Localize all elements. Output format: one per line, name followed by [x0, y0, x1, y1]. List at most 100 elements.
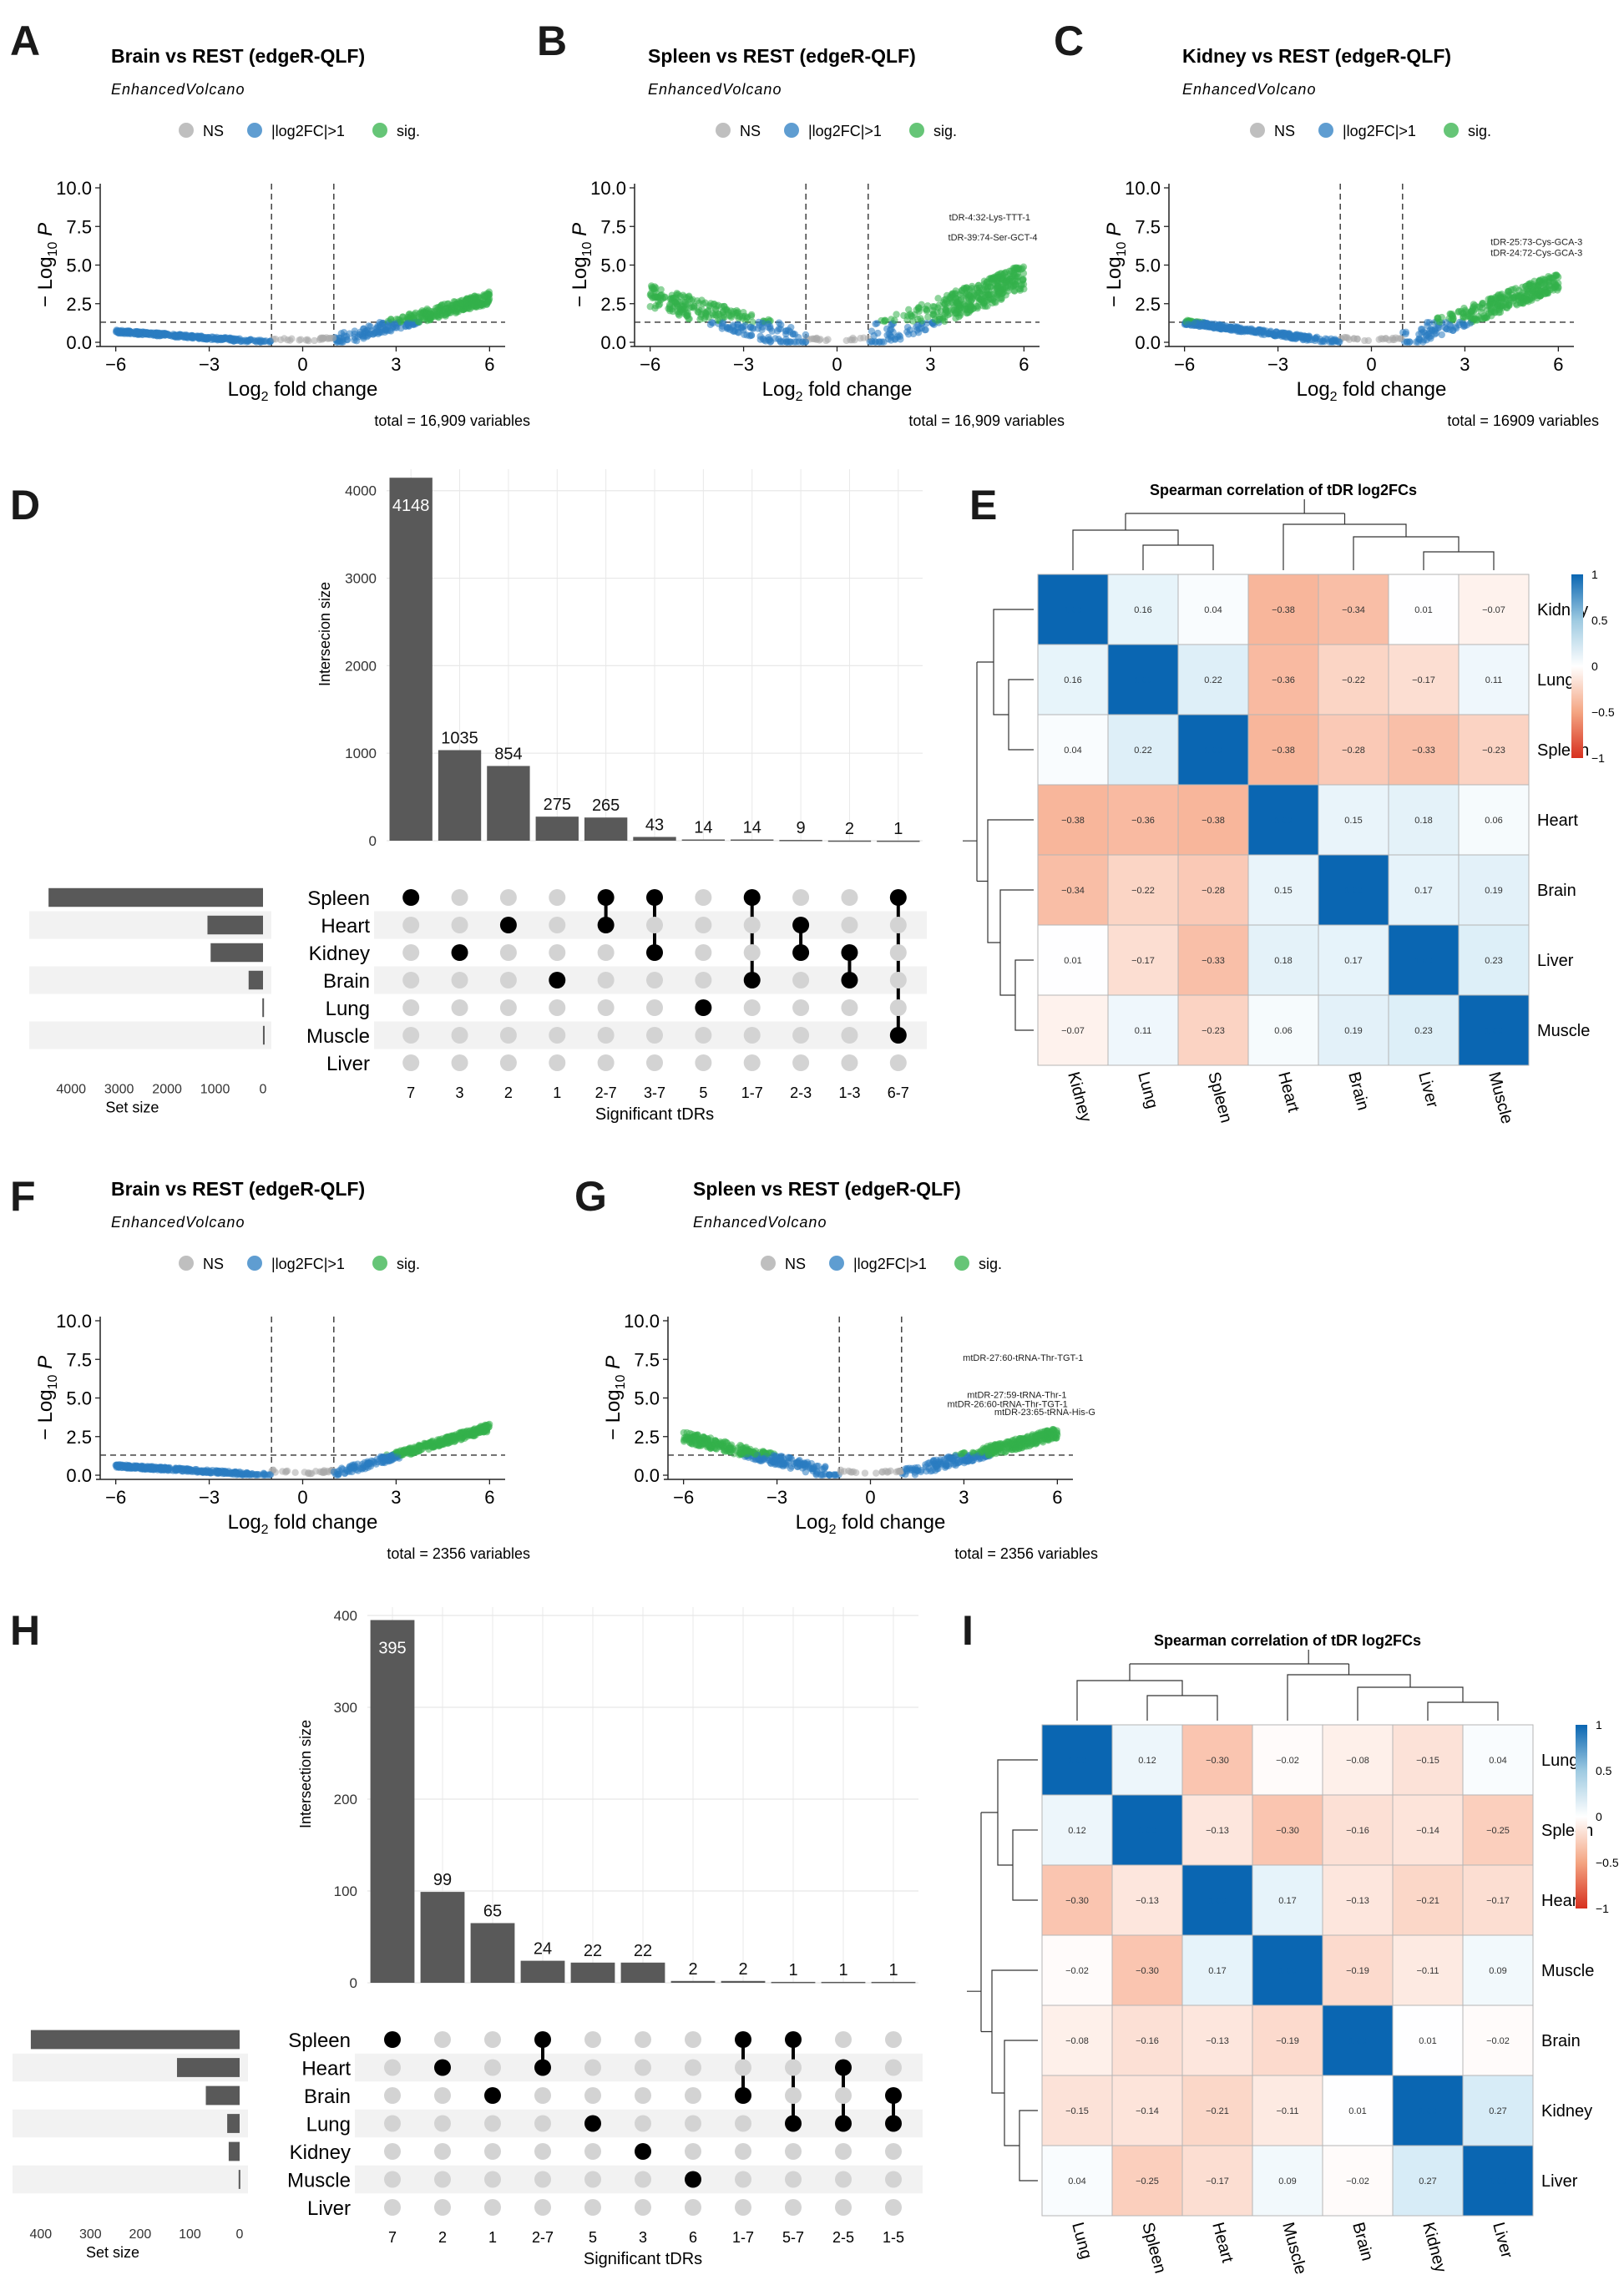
volcano-point [197, 332, 205, 340]
volcano-point [1317, 338, 1324, 346]
row-dendrogram [967, 1759, 1038, 2181]
intersection-bar [487, 766, 530, 841]
intersection-bar [535, 816, 579, 841]
membership-dot-off [635, 2031, 651, 2048]
heatmap-i: Spearman correlation of tDR log2FCs 1.00 0… [967, 1632, 1619, 2275]
membership-dot-off [549, 944, 566, 961]
volcano-point [1429, 326, 1436, 334]
membership-dot-on [484, 2087, 501, 2104]
intersection-bar [520, 1960, 565, 1983]
bar-value-label: 22 [584, 1942, 602, 1960]
volcano-point [296, 336, 303, 344]
volcano-point [888, 326, 895, 333]
volcano-point [1523, 297, 1530, 305]
row-dendrogram [963, 609, 1034, 1031]
volcano-point [182, 332, 190, 341]
intersection-bar [370, 1620, 415, 1983]
membership-dot-off [835, 2031, 852, 2048]
volcano-plot-f: Brain vs REST (edgeR-QLF) EnhancedVolcano… [34, 1178, 530, 1562]
plot-title: Brain vs REST (edgeR-QLF) [111, 1178, 365, 1200]
legend-label: NS [1274, 123, 1295, 139]
setsize-stripe [13, 2165, 248, 2194]
membership-dot-off [584, 2171, 601, 2188]
y-tick-label: 10.0 [56, 1311, 92, 1332]
y-tick-label: 2.5 [634, 1427, 660, 1448]
y-tick-label: 0.0 [66, 332, 92, 353]
membership-dot-off [646, 972, 663, 988]
volcano-point [1478, 305, 1486, 312]
legend-tick-label: 0 [1591, 660, 1598, 673]
col-label: Liver [1414, 1070, 1442, 1110]
column-dendrogram [1072, 499, 1495, 570]
cell-value-label: −0.34 [1061, 886, 1085, 896]
set-size-bar [205, 2085, 240, 2106]
legend-label: sig. [397, 123, 420, 139]
legend-key-fc [247, 123, 262, 138]
x-tick-label: 2 [504, 1084, 513, 1101]
membership-dot-off [451, 972, 468, 988]
membership-dot-off [685, 2031, 701, 2048]
cell-value-label: 1.00 [1274, 816, 1292, 826]
volcano-point [922, 305, 929, 313]
volcano-point [397, 324, 405, 332]
membership-dot-off [597, 944, 615, 961]
cell-value-label: 1.00 [1208, 1896, 1226, 1906]
y-axis-label: − Log10 P [1103, 223, 1129, 307]
cell-value-label: 0.22 [1134, 746, 1151, 756]
cell-value-label: −0.15 [1416, 1756, 1439, 1766]
setsize-axis-label: Set size [105, 1100, 159, 1116]
membership-dot-off [695, 1027, 712, 1044]
membership-dot-off [402, 1027, 420, 1044]
volcano-point [1477, 315, 1485, 322]
volcano-point [476, 1423, 483, 1432]
bar-value-label: 24 [534, 1940, 552, 1959]
volcano-point [996, 295, 1004, 302]
x-tick-label: 0 [865, 1487, 875, 1508]
volcano-point [849, 334, 857, 342]
volcano-point [1017, 265, 1024, 273]
volcano-point [395, 1448, 402, 1455]
membership-dot-off [841, 1054, 858, 1071]
volcano-point [1449, 315, 1456, 323]
volcano-point [266, 337, 274, 346]
dendrogram-root [963, 662, 978, 882]
x-tick-label: 0 [297, 1487, 307, 1508]
x-tick-label: −3 [733, 354, 754, 375]
y-tick-label: 0.0 [600, 332, 626, 353]
volcano-point [483, 292, 492, 300]
volcano-point [991, 273, 999, 281]
volcano-point [655, 298, 662, 306]
cell-value-label: −0.02 [1276, 1756, 1299, 1766]
cell-value-label: 0.18 [1274, 956, 1292, 966]
volcano-point [936, 1458, 944, 1466]
volcano-point [1216, 324, 1224, 331]
volcano-point [747, 311, 756, 319]
cell-value-label: −0.28 [1202, 886, 1225, 896]
total-caption: total = 16,909 variables [374, 412, 530, 429]
cell-value-label: 1.00 [1068, 1756, 1085, 1766]
volcano-point [483, 301, 490, 308]
volcano-point [646, 303, 654, 311]
membership-dot-off [451, 917, 468, 933]
cell-value-label: −0.38 [1272, 605, 1295, 615]
volcano-point [802, 338, 810, 346]
set-size-bar [262, 1025, 265, 1045]
volcano-point [1281, 331, 1288, 338]
volcano-point [824, 336, 832, 343]
x-tick-label: 3 [925, 354, 935, 375]
legend-label: |log2FC|>1 [808, 123, 882, 139]
x-axis-label: Log2 fold change [228, 378, 378, 404]
cell-value-label: 0.01 [1064, 956, 1081, 966]
volcano-point [214, 335, 222, 343]
membership-dot-off [646, 1027, 663, 1044]
volcano-point [1446, 326, 1454, 333]
cell-value-label: 1.00 [1204, 746, 1222, 756]
membership-dot-off [735, 2059, 751, 2076]
set-label: Brain [323, 970, 370, 993]
row-label: Lung [1537, 671, 1575, 690]
volcano-point [681, 305, 690, 312]
volcano-point [665, 303, 674, 311]
volcano-point [822, 1470, 829, 1478]
volcano-plot-a: Brain vs REST (edgeR-QLF) EnhancedVolcano… [34, 45, 530, 429]
